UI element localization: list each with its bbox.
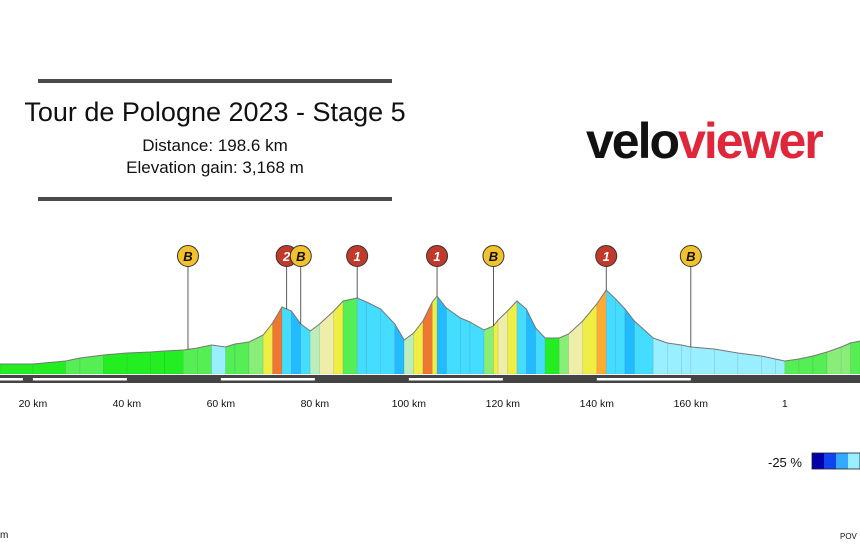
logo-part-viewer: viewer — [678, 113, 824, 169]
profile-segment — [446, 307, 461, 375]
profile-segment — [850, 340, 860, 375]
road-marking — [220, 378, 315, 381]
profile-segment — [493, 319, 499, 375]
profile-segment — [582, 303, 598, 375]
profile-segment — [667, 342, 682, 375]
veloviewer-logo: veloviewer — [586, 112, 824, 170]
header-rule-top — [38, 79, 392, 83]
profile-segment — [784, 358, 800, 375]
profile-segment — [319, 310, 334, 375]
profile-segment — [516, 300, 527, 375]
profile-segment — [615, 298, 626, 375]
profile-segment — [342, 297, 358, 375]
road-marking — [408, 378, 503, 381]
profile-segment — [568, 320, 584, 375]
profile-segment — [483, 325, 494, 375]
footer-right-text: POV — [840, 532, 857, 541]
gradient-legend-label: -25 % — [768, 455, 802, 470]
climb-marker-badge — [595, 245, 618, 267]
road-marking — [0, 378, 23, 381]
climb-marker-label: 1 — [354, 249, 361, 264]
profile-segment — [422, 301, 433, 375]
profile-segment — [262, 322, 273, 375]
profile-segment — [272, 305, 283, 375]
profile-segment — [126, 351, 151, 375]
profile-segment — [497, 310, 508, 375]
profile-segment — [460, 317, 471, 375]
profile-segment — [366, 301, 381, 375]
profile-segment — [737, 352, 762, 375]
x-tick-label: 100 km — [392, 398, 427, 410]
profile-segment — [150, 350, 165, 375]
elevation-gain-text: Elevation gain: 3,168 m — [126, 158, 304, 177]
profile-segment — [652, 337, 668, 375]
climb-marker-badge — [289, 245, 312, 267]
legend-swatch — [824, 453, 837, 469]
logo-part-velo: velo — [586, 113, 680, 169]
profile-segment — [356, 297, 367, 375]
profile-segment — [840, 342, 851, 375]
climb-marker-badge — [482, 245, 505, 267]
profile-segment — [558, 333, 569, 375]
climb-marker-badge — [346, 245, 369, 267]
profile-segment — [469, 321, 485, 375]
profile-segment — [164, 349, 184, 375]
climb-marker-badge — [426, 245, 449, 267]
legend-swatch — [848, 453, 860, 469]
profile-segment — [775, 358, 786, 375]
x-tick-label: 1 — [782, 398, 788, 410]
x-tick-label: 20 km — [19, 398, 48, 410]
profile-segment — [605, 289, 616, 375]
climb-marker-label: 1 — [603, 249, 610, 264]
profile-segment — [309, 323, 320, 375]
x-tick-label: 40 km — [113, 398, 142, 410]
x-tick-label: 60 km — [207, 398, 236, 410]
header-rule-bottom — [38, 197, 392, 201]
profile-segment — [103, 352, 128, 375]
profile-segment — [432, 295, 438, 375]
profile-segment — [197, 344, 212, 375]
profile-segment — [225, 343, 236, 375]
stage-title: Tour de Pologne 2023 - Stage 5 — [24, 97, 406, 127]
profile-outline — [0, 289, 860, 365]
climb-marker-label: 1 — [433, 249, 440, 264]
profile-segment — [182, 347, 198, 375]
climb-marker-label: B — [296, 249, 305, 264]
road-marking — [32, 378, 127, 381]
climb-marker-badge — [679, 245, 702, 267]
profile-segment — [681, 344, 692, 375]
climb-marker-label: 2 — [282, 249, 291, 264]
distance-text: Distance: 198.6 km — [142, 136, 288, 155]
profile-segment — [535, 327, 546, 375]
profile-segment — [300, 323, 311, 375]
profile-segment — [380, 308, 396, 375]
x-tick-label: 160 km — [674, 398, 709, 410]
profile-segment — [333, 300, 344, 375]
profile-segment — [436, 295, 447, 375]
climb-marker-label: B — [686, 249, 695, 264]
climb-marker-label: B — [183, 249, 192, 264]
legend-swatch — [812, 453, 825, 469]
x-tick-label: 80 km — [301, 398, 330, 410]
climb-marker-badge — [176, 245, 199, 267]
road-marking — [596, 378, 691, 381]
profile-segment — [544, 337, 560, 375]
climb-marker-label: B — [489, 249, 498, 264]
profile-segment — [507, 300, 518, 375]
profile-segment — [211, 344, 226, 375]
profile-segment — [413, 320, 424, 375]
profile-segment — [291, 310, 302, 375]
profile-segment — [234, 341, 250, 375]
profile-segment — [0, 363, 34, 375]
profile-segment — [281, 306, 292, 375]
profile-segment — [690, 346, 715, 375]
footer-left-text: m — [0, 530, 9, 541]
x-tick-label: 140 km — [580, 398, 615, 410]
legend-swatch — [836, 453, 849, 469]
legend-frame — [811, 452, 860, 470]
x-tick-label: 120 km — [486, 398, 521, 410]
